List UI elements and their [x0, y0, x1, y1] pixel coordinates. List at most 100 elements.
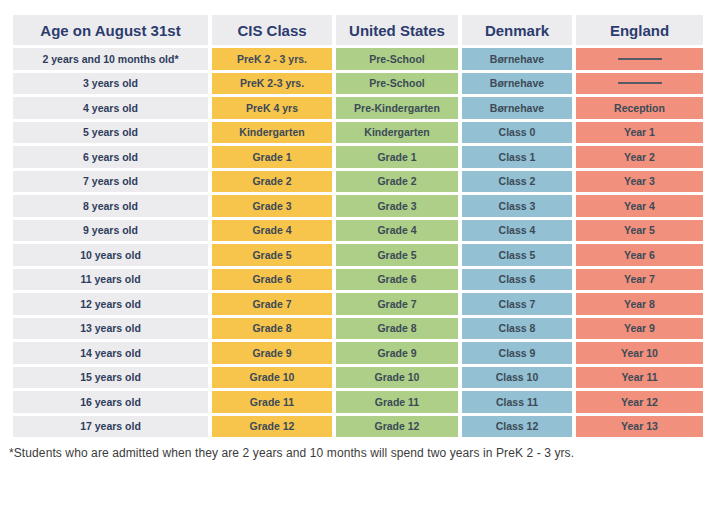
grade-equivalence-table: Age on August 31stCIS ClassUnited States… [13, 15, 705, 437]
table-row: 7 years oldGrade 2Grade 2Class 2Year 3 [13, 171, 705, 193]
cell-cis-class: Grade 3 [212, 195, 332, 217]
page: Age on August 31stCIS ClassUnited States… [0, 0, 720, 509]
cell-england: Year 2 [576, 146, 703, 168]
cell-england: Year 11 [576, 367, 703, 389]
cell-age: 4 years old [13, 97, 208, 119]
cell-denmark: Class 8 [462, 318, 572, 340]
cell-age: 15 years old [13, 367, 208, 389]
cell-united-states: Kindergarten [336, 122, 458, 144]
cell-age: 16 years old [13, 391, 208, 413]
cell-united-states: Grade 8 [336, 318, 458, 340]
table-row: 3 years oldPreK 2-3 yrs.Pre-SchoolBørneh… [13, 73, 705, 95]
table-row: 12 years oldGrade 7Grade 7Class 7Year 8 [13, 293, 705, 315]
cell-england: Year 8 [576, 293, 703, 315]
table-row: 13 years oldGrade 8Grade 8Class 8Year 9 [13, 318, 705, 340]
dash-icon [618, 82, 662, 84]
header-england: England [576, 15, 703, 45]
footnote: *Students who are admitted when they are… [9, 446, 705, 460]
cell-age: 10 years old [13, 244, 208, 266]
cell-denmark: Class 6 [462, 269, 572, 291]
cell-united-states: Grade 11 [336, 391, 458, 413]
cell-cis-class: Kindergarten [212, 122, 332, 144]
cell-cis-class: Grade 9 [212, 342, 332, 364]
cell-cis-class: Grade 1 [212, 146, 332, 168]
cell-denmark: Class 10 [462, 367, 572, 389]
table-row: 17 years oldGrade 12Grade 12Class 12Year… [13, 416, 705, 438]
table-row: 2 years and 10 months old*PreK 2 - 3 yrs… [13, 48, 705, 70]
cell-denmark: Class 7 [462, 293, 572, 315]
cell-age: 13 years old [13, 318, 208, 340]
cell-england: Year 1 [576, 122, 703, 144]
cell-england: Year 10 [576, 342, 703, 364]
cell-age: 14 years old [13, 342, 208, 364]
cell-denmark: Class 1 [462, 146, 572, 168]
cell-england: Year 6 [576, 244, 703, 266]
cell-england: Year 5 [576, 220, 703, 242]
header-united-states: United States [336, 15, 458, 45]
cell-age: 8 years old [13, 195, 208, 217]
cell-cis-class: Grade 7 [212, 293, 332, 315]
cell-england: Year 4 [576, 195, 703, 217]
cell-united-states: Pre-School [336, 48, 458, 70]
cell-united-states: Grade 1 [336, 146, 458, 168]
table-row: 15 years oldGrade 10Grade 10Class 10Year… [13, 367, 705, 389]
cell-cis-class: Grade 5 [212, 244, 332, 266]
cell-united-states: Grade 4 [336, 220, 458, 242]
cell-denmark: Børnehave [462, 73, 572, 95]
cell-denmark: Class 9 [462, 342, 572, 364]
cell-cis-class: PreK 2 - 3 yrs. [212, 48, 332, 70]
cell-denmark: Børnehave [462, 97, 572, 119]
table-row: 14 years oldGrade 9Grade 9Class 9Year 10 [13, 342, 705, 364]
cell-age: 2 years and 10 months old* [13, 48, 208, 70]
cell-united-states: Pre-Kindergarten [336, 97, 458, 119]
cell-england [576, 48, 703, 70]
cell-united-states: Grade 5 [336, 244, 458, 266]
table-row: 5 years oldKindergartenKindergartenClass… [13, 122, 705, 144]
cell-england: Year 9 [576, 318, 703, 340]
cell-cis-class: Grade 6 [212, 269, 332, 291]
table-row: 16 years oldGrade 11Grade 11Class 11Year… [13, 391, 705, 413]
cell-england: Reception [576, 97, 703, 119]
table-row: 9 years oldGrade 4Grade 4Class 4Year 5 [13, 220, 705, 242]
cell-denmark: Class 4 [462, 220, 572, 242]
cell-england: Year 12 [576, 391, 703, 413]
cell-cis-class: Grade 8 [212, 318, 332, 340]
cell-england: Year 13 [576, 416, 703, 438]
cell-cis-class: Grade 2 [212, 171, 332, 193]
cell-united-states: Pre-School [336, 73, 458, 95]
header-denmark: Denmark [462, 15, 572, 45]
cell-cis-class: Grade 12 [212, 416, 332, 438]
cell-cis-class: PreK 4 yrs [212, 97, 332, 119]
cell-denmark: Class 5 [462, 244, 572, 266]
cell-age: 3 years old [13, 73, 208, 95]
cell-united-states: Grade 2 [336, 171, 458, 193]
cell-denmark: Class 0 [462, 122, 572, 144]
cell-age: 9 years old [13, 220, 208, 242]
table-row: 6 years oldGrade 1Grade 1Class 1Year 2 [13, 146, 705, 168]
cell-age: 12 years old [13, 293, 208, 315]
cell-age: 11 years old [13, 269, 208, 291]
cell-cis-class: Grade 4 [212, 220, 332, 242]
cell-cis-class: PreK 2-3 yrs. [212, 73, 332, 95]
cell-united-states: Grade 6 [336, 269, 458, 291]
cell-denmark: Børnehave [462, 48, 572, 70]
cell-age: 6 years old [13, 146, 208, 168]
cell-cis-class: Grade 10 [212, 367, 332, 389]
cell-united-states: Grade 10 [336, 367, 458, 389]
cell-denmark: Class 2 [462, 171, 572, 193]
cell-united-states: Grade 7 [336, 293, 458, 315]
cell-age: 5 years old [13, 122, 208, 144]
dash-icon [618, 58, 662, 60]
cell-age: 17 years old [13, 416, 208, 438]
cell-united-states: Grade 12 [336, 416, 458, 438]
header-cis-class: CIS Class [212, 15, 332, 45]
table-header-row: Age on August 31stCIS ClassUnited States… [13, 15, 705, 45]
cell-denmark: Class 3 [462, 195, 572, 217]
cell-england: Year 7 [576, 269, 703, 291]
cell-denmark: Class 11 [462, 391, 572, 413]
table-row: 8 years oldGrade 3Grade 3Class 3Year 4 [13, 195, 705, 217]
table-row: 10 years oldGrade 5Grade 5Class 5Year 6 [13, 244, 705, 266]
cell-united-states: Grade 9 [336, 342, 458, 364]
cell-england: Year 3 [576, 171, 703, 193]
table-row: 4 years oldPreK 4 yrsPre-KindergartenBør… [13, 97, 705, 119]
